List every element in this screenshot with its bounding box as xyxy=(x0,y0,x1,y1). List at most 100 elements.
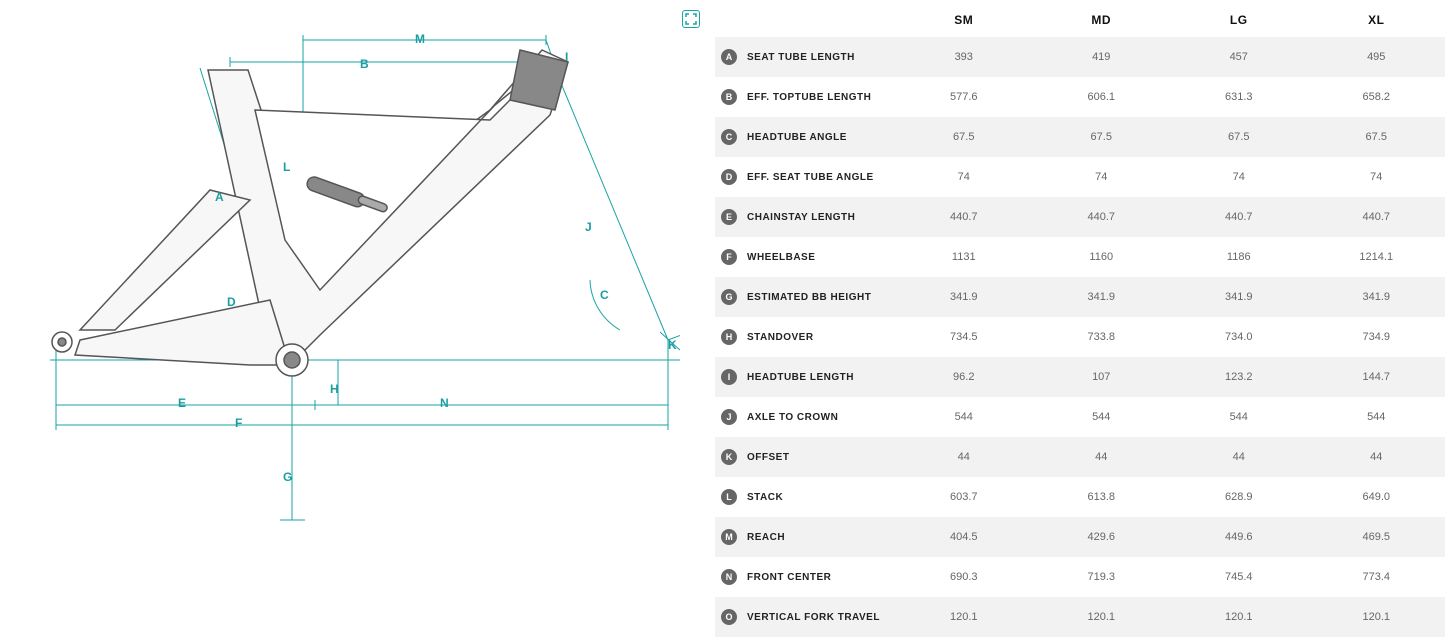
dim-label-K: K xyxy=(668,338,677,352)
measurement-value: 341.9 xyxy=(1170,277,1308,317)
measurement-label: CHAINSTAY LENGTH xyxy=(747,212,855,223)
measurement-value: 658.2 xyxy=(1308,77,1445,117)
table-row: H STANDOVER 734.5733.8734.0734.9 xyxy=(715,317,1445,357)
measurement-value: 544 xyxy=(1308,397,1445,437)
expand-icon xyxy=(685,13,697,25)
measurement-value: 44 xyxy=(1170,437,1308,477)
measurement-value: 628.9 xyxy=(1170,477,1308,517)
table-row: LSTACK603.7613.8628.9649.0 xyxy=(715,477,1445,517)
table-row: GESTIMATED BB HEIGHT341.9341.9341.9341.9 xyxy=(715,277,1445,317)
measurement-label: REACH xyxy=(747,532,785,543)
dim-label-B: B xyxy=(360,57,369,71)
measurement-label: ESTIMATED BB HEIGHT xyxy=(747,292,871,303)
measurement-label-cell: OVERTICAL FORK TRAVEL xyxy=(715,597,895,637)
measurement-value: 613.8 xyxy=(1033,477,1171,517)
measurement-label: SEAT TUBE LENGTH xyxy=(747,52,855,63)
measurement-value: 733.8 xyxy=(1033,317,1171,357)
measurement-value: 449.6 xyxy=(1170,517,1308,557)
measurement-label-cell: JAXLE TO CROWN xyxy=(715,397,895,437)
measurement-value: 649.0 xyxy=(1308,477,1445,517)
measurement-label: WHEELBASE xyxy=(747,252,815,263)
measurement-value: 1160 xyxy=(1033,237,1171,277)
dim-label-G: G xyxy=(283,470,292,484)
measurement-value: 457 xyxy=(1170,37,1308,77)
key-badge: I xyxy=(721,369,737,385)
size-header: XL xyxy=(1308,5,1445,37)
key-badge: N xyxy=(721,569,737,585)
table-row: OVERTICAL FORK TRAVEL120.1120.1120.1120.… xyxy=(715,597,1445,637)
measurement-value: 544 xyxy=(895,397,1033,437)
measurement-value: 67.5 xyxy=(1170,117,1308,157)
measurement-label-cell: E CHAINSTAY LENGTH xyxy=(715,197,895,237)
key-badge: L xyxy=(721,489,737,505)
table-row: MREACH404.5429.6449.6469.5 xyxy=(715,517,1445,557)
measurement-value: 74 xyxy=(895,157,1033,197)
measurement-value: 734.0 xyxy=(1170,317,1308,357)
dim-label-M: M xyxy=(415,32,425,46)
key-badge: E xyxy=(721,209,737,225)
measurement-label-cell: KOFFSET xyxy=(715,437,895,477)
measurement-value: 120.1 xyxy=(1170,597,1308,637)
measurement-value: 341.9 xyxy=(895,277,1033,317)
measurement-value: 341.9 xyxy=(1308,277,1445,317)
key-badge: K xyxy=(721,449,737,465)
table-row: BEFF. TOPTUBE LENGTH577.6606.1631.3658.2 xyxy=(715,77,1445,117)
dim-label-N: N xyxy=(440,396,449,410)
key-badge: H xyxy=(721,329,737,345)
expand-diagram-button[interactable] xyxy=(682,10,700,28)
dim-label-H: H xyxy=(330,382,339,396)
geometry-diagram-panel: A B C D E F G H I J K L M N xyxy=(0,0,700,631)
table-row: JAXLE TO CROWN544544544544 xyxy=(715,397,1445,437)
key-badge: B xyxy=(721,89,737,105)
measurement-label-cell: BEFF. TOPTUBE LENGTH xyxy=(715,77,895,117)
measurement-value: 341.9 xyxy=(1033,277,1171,317)
table-row: DEFF. SEAT TUBE ANGLE74747474 xyxy=(715,157,1445,197)
measurement-label: AXLE TO CROWN xyxy=(747,412,838,423)
measurement-label: STANDOVER xyxy=(747,332,814,343)
measurement-value: 67.5 xyxy=(895,117,1033,157)
measurement-value: 74 xyxy=(1308,157,1445,197)
dim-label-I: I xyxy=(565,50,568,64)
dim-label-L: L xyxy=(283,160,290,174)
dim-label-A: A xyxy=(215,190,224,204)
measurement-label: HEADTUBE ANGLE xyxy=(747,132,847,143)
measurement-value: 44 xyxy=(895,437,1033,477)
measurement-value: 74 xyxy=(1170,157,1308,197)
size-header: LG xyxy=(1170,5,1308,37)
table-row: ASEAT TUBE LENGTH393419457495 xyxy=(715,37,1445,77)
measurement-value: 603.7 xyxy=(895,477,1033,517)
measurement-value: 120.1 xyxy=(1033,597,1171,637)
key-badge: O xyxy=(721,609,737,625)
measurement-value: 404.5 xyxy=(895,517,1033,557)
measurement-label-cell: H STANDOVER xyxy=(715,317,895,357)
measurement-label-cell: MREACH xyxy=(715,517,895,557)
geometry-table-header-row: SM MD LG XL xyxy=(715,5,1445,37)
measurement-value: 544 xyxy=(1170,397,1308,437)
table-row: ECHAINSTAY LENGTH440.7440.7440.7440.7 xyxy=(715,197,1445,237)
key-badge: G xyxy=(721,289,737,305)
measurement-value: 120.1 xyxy=(1308,597,1445,637)
measurement-value: 734.9 xyxy=(1308,317,1445,357)
measurement-value: 745.4 xyxy=(1170,557,1308,597)
measurement-value: 440.7 xyxy=(1308,197,1445,237)
measurement-label-cell: G ESTIMATED BB HEIGHT xyxy=(715,277,895,317)
measurement-value: 1214.1 xyxy=(1308,237,1445,277)
table-row: KOFFSET44444444 xyxy=(715,437,1445,477)
measurement-value: 544 xyxy=(1033,397,1171,437)
dim-label-C: C xyxy=(600,288,609,302)
size-header: MD xyxy=(1033,5,1171,37)
measurement-value: 690.3 xyxy=(895,557,1033,597)
measurement-value: 1131 xyxy=(895,237,1033,277)
key-badge: F xyxy=(721,249,737,265)
geometry-table-panel: SM MD LG XL ASEAT TUBE LENGTH39341945749… xyxy=(700,0,1445,631)
size-header: SM xyxy=(895,5,1033,37)
measurement-value: 67.5 xyxy=(1033,117,1171,157)
measurement-value: 734.5 xyxy=(895,317,1033,357)
key-badge: C xyxy=(721,129,737,145)
table-row: IHEADTUBE LENGTH96.2107123.2144.7 xyxy=(715,357,1445,397)
dim-label-D: D xyxy=(227,295,236,309)
measurement-value: 419 xyxy=(1033,37,1171,77)
measurement-label-cell: F WHEELBASE xyxy=(715,237,895,277)
measurement-value: 631.3 xyxy=(1170,77,1308,117)
table-row: NFRONT CENTER690.3719.3745.4773.4 xyxy=(715,557,1445,597)
